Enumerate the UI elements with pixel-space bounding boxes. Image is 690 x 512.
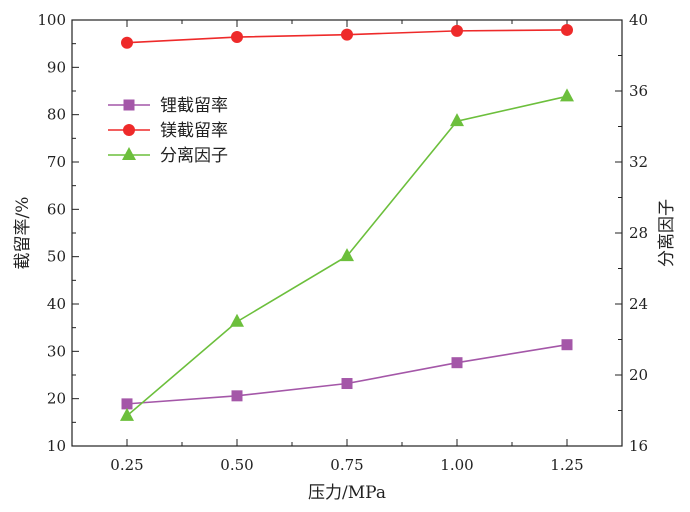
data-point (451, 357, 463, 369)
data-point (450, 113, 464, 127)
data-point (341, 378, 353, 390)
y-left-tick-label: 10 (47, 437, 66, 455)
y-left-tick-label: 90 (47, 58, 66, 76)
legend-marker (122, 147, 136, 160)
legend-label: 锂截留率 (160, 96, 228, 116)
legend-label: 镁截留率 (160, 121, 228, 141)
y-right-tick-label: 36 (629, 82, 648, 100)
series-line-1 (126, 343, 568, 405)
data-point (121, 398, 133, 410)
data-point (341, 28, 353, 41)
y-left-tick-label: 30 (47, 342, 66, 360)
y-left-tick-label: 80 (47, 106, 66, 124)
data-point (120, 407, 134, 421)
y-right-tick-label: 32 (629, 153, 648, 171)
data-point (451, 24, 463, 37)
x-tick-label: 0.75 (330, 456, 363, 474)
legend-marker (123, 124, 135, 136)
y-left-tick-label: 40 (47, 295, 66, 313)
y-right-tick-label: 40 (629, 11, 648, 29)
y-right-tick-label: 28 (629, 224, 648, 242)
data-point (231, 390, 243, 402)
y-left-tick-label: 60 (47, 200, 66, 218)
x-tick-label: 1.00 (440, 456, 473, 474)
data-point (560, 88, 574, 102)
data-point (340, 248, 354, 262)
y-axis-right-label: 分离因子 (657, 199, 677, 267)
x-tick-label: 0.25 (110, 456, 143, 474)
data-point (121, 36, 133, 49)
data-point (231, 31, 243, 44)
y-right-tick-label: 20 (629, 366, 648, 384)
y-left-tick-label: 70 (47, 153, 66, 171)
x-tick-label: 1.25 (550, 456, 583, 474)
x-axis-label: 压力/MPa (308, 483, 386, 503)
y-right-tick-label: 24 (629, 295, 648, 313)
y-left-tick-label: 20 (47, 390, 66, 408)
y-axis-left-label: 截留率/% (13, 197, 33, 270)
y-left-tick-label: 100 (37, 11, 66, 29)
data-point (561, 339, 573, 351)
y-left-tick-label: 50 (47, 248, 66, 266)
data-point (230, 313, 244, 327)
y-right-tick-label: 16 (629, 437, 648, 455)
data-point (561, 23, 573, 36)
legend-label: 分离因子 (160, 146, 228, 166)
x-tick-label: 0.50 (220, 456, 253, 474)
legend-marker (123, 99, 135, 111)
